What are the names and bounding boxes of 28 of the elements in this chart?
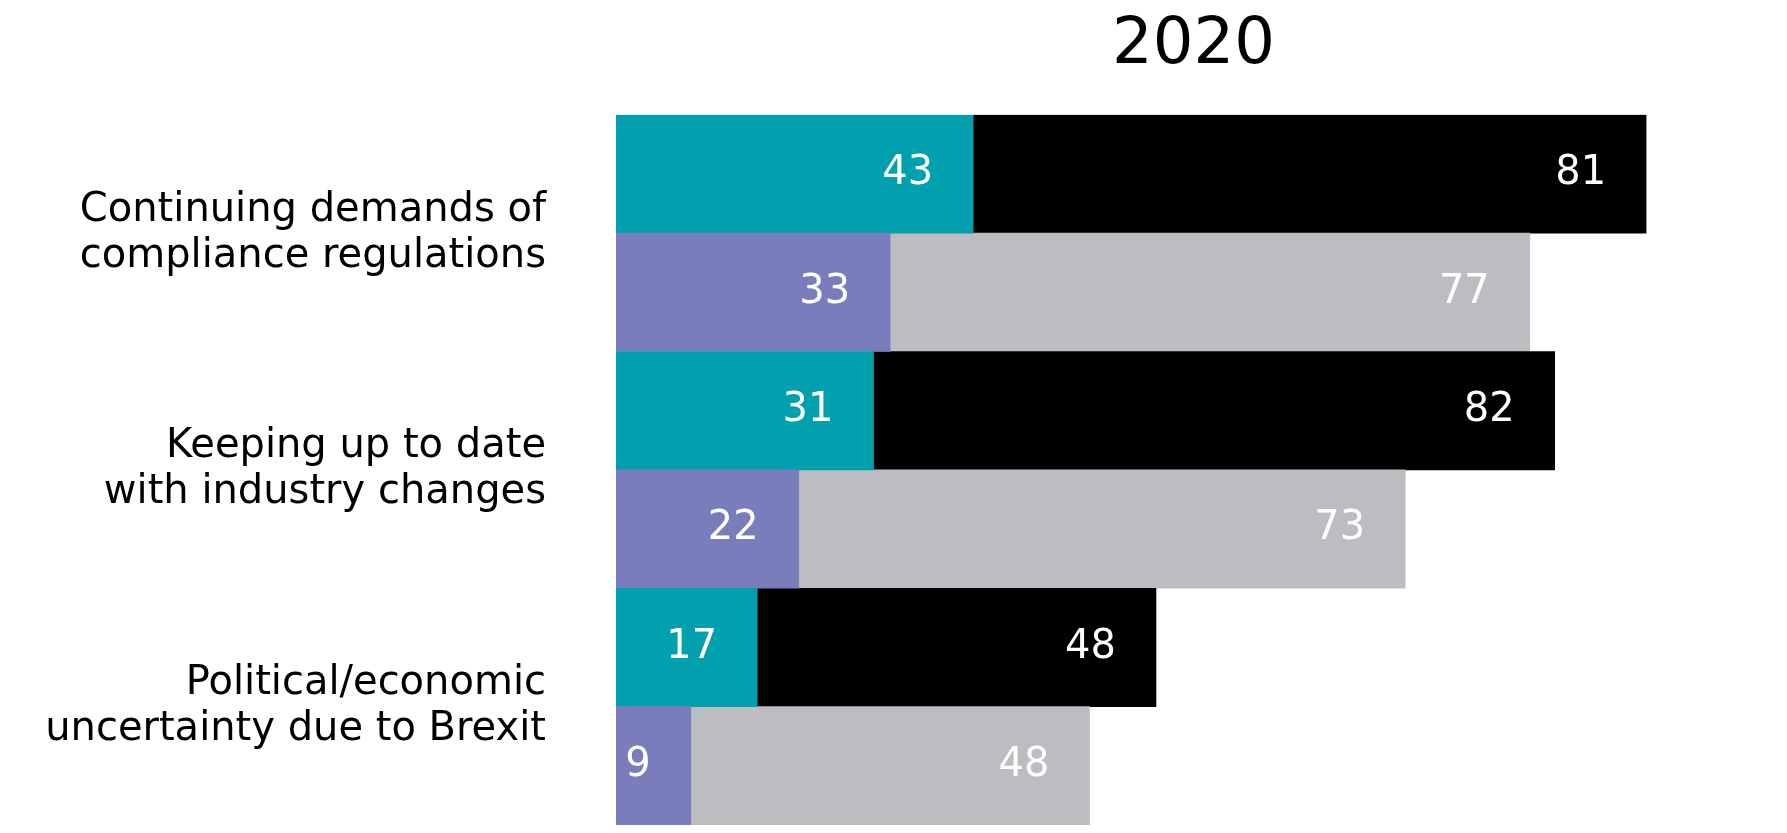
bar — [616, 587, 758, 707]
bar — [690, 706, 1090, 825]
bar — [616, 351, 874, 471]
y-tick-label: Keeping up to date with industry changes — [103, 420, 546, 513]
y-tick-label: Political/economic uncertainty due to Brexit — [45, 657, 546, 750]
bar — [756, 587, 1157, 707]
bar — [889, 232, 1531, 352]
bar — [798, 469, 1406, 589]
data-label: 82 — [1463, 384, 1515, 431]
bar — [616, 232, 891, 352]
data-label: 9 — [625, 739, 651, 786]
data-label: 22 — [707, 502, 759, 549]
bar — [972, 114, 1647, 234]
data-label: 81 — [1555, 147, 1607, 194]
y-tick-label: Continuing demands of compliance regulations — [79, 183, 547, 276]
data-label: 17 — [666, 620, 718, 667]
data-label: 43 — [882, 147, 934, 194]
data-label: 48 — [1065, 620, 1116, 667]
bar — [616, 706, 692, 825]
bar — [616, 114, 974, 234]
data-label: 73 — [1314, 502, 1366, 549]
data-label: 77 — [1438, 265, 1490, 312]
data-label: 31 — [782, 384, 834, 431]
data-label: 33 — [799, 265, 851, 312]
bar — [616, 469, 800, 589]
data-label: 48 — [998, 739, 1050, 786]
chart-title: 2020 — [1112, 4, 1275, 79]
bar — [873, 351, 1556, 471]
